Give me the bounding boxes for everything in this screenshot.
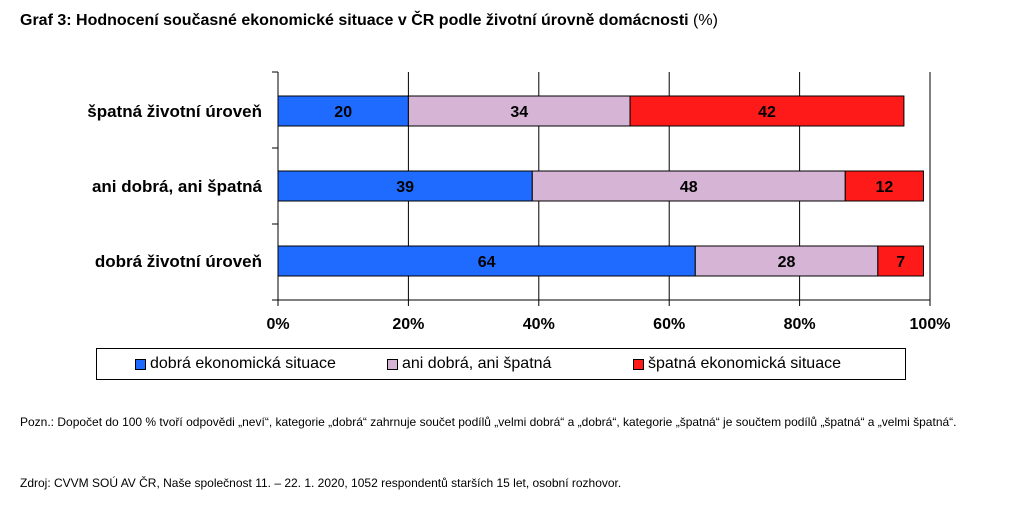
data-label: 34	[510, 104, 528, 121]
bar-segment	[407, 95, 631, 127]
bar-segment	[531, 170, 846, 202]
chart-title-unit: (%)	[693, 12, 718, 29]
x-tick-label: 40%	[523, 316, 555, 333]
legend-item: dobrá ekonomická situace	[135, 355, 336, 373]
chart-title-text: Graf 3: Hodnocení současné ekonomické si…	[20, 12, 689, 29]
data-label: 39	[396, 179, 414, 196]
data-label: 20	[334, 104, 352, 121]
chart-note: Pozn.: Dopočet do 100 % tvoří odpovědi „…	[20, 415, 957, 429]
chart-legend: dobrá ekonomická situace ani dobrá, ani š…	[96, 348, 906, 380]
data-label: 48	[680, 179, 698, 196]
legend-swatch	[633, 358, 644, 370]
data-label: 7	[896, 254, 905, 271]
legend-swatch	[387, 358, 398, 370]
bar-segment	[629, 95, 905, 127]
category-label: ani dobrá, ani špatná	[92, 177, 263, 196]
bar-segment	[877, 245, 924, 277]
bar-segment	[694, 245, 879, 277]
x-tick-label: 60%	[653, 316, 685, 333]
stacked-bar-chart: 0% 20% 40% 60% 80% 100% špatná životní úroveň 2…	[87, 71, 951, 333]
bar-segment	[844, 170, 924, 202]
chart-title: Graf 3: Hodnocení současné ekonomické si…	[20, 12, 718, 30]
x-tick-label: 0%	[266, 316, 289, 333]
data-label: 12	[875, 179, 893, 196]
x-tick-label: 80%	[784, 316, 816, 333]
x-tick-label: 20%	[392, 316, 424, 333]
category-label: dobrá životní úroveň	[95, 252, 262, 271]
legend-label: dobrá ekonomická situace	[150, 355, 336, 372]
legend-swatch	[135, 358, 146, 370]
x-tick-label: 100%	[910, 316, 951, 333]
legend-item: špatná ekonomická situace	[633, 355, 841, 373]
chart-source: Zdroj: CVVM SOÚ AV ČR, Naše společnost 1…	[20, 476, 622, 490]
legend-label: ani dobrá, ani špatná	[402, 355, 552, 372]
data-label: 64	[478, 254, 496, 271]
legend-item: ani dobrá, ani špatná	[387, 355, 551, 373]
bar-segment	[277, 245, 696, 277]
category-label: špatná životní úroveň	[87, 102, 262, 121]
data-label: 28	[778, 254, 796, 271]
legend-label: špatná ekonomická situace	[648, 355, 841, 372]
data-label: 42	[758, 104, 776, 121]
